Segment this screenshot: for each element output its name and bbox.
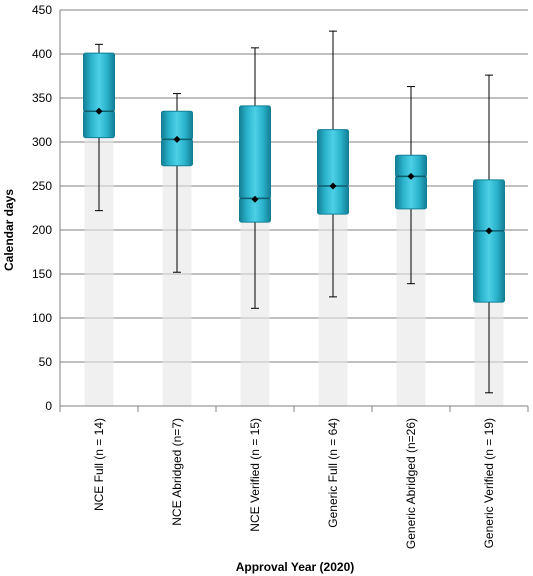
mean-marker [95, 107, 103, 115]
x-tick-label: NCE Abridged (n=7) [170, 418, 184, 526]
y-tick-label: 400 [32, 47, 52, 61]
box-lower [317, 185, 349, 215]
box-upper [239, 105, 271, 199]
gridlines [60, 9, 528, 363]
mean-marker [329, 182, 337, 190]
mean-marker [485, 227, 493, 235]
y-tick-label: 200 [32, 223, 52, 237]
x-tick-labels: NCE Full (n = 14) NCE Abridged (n=7) NCE V… [92, 418, 496, 549]
box-5 [473, 74, 505, 394]
box-0 [83, 43, 115, 212]
box-lower [395, 175, 427, 210]
box-4 [395, 86, 427, 285]
box-lower [161, 138, 193, 167]
y-axis-title: Calendar days [2, 189, 16, 271]
mean-marker [407, 172, 415, 180]
mean-marker [173, 135, 181, 143]
box-2 [239, 47, 271, 309]
x-tick-label: NCE Full (n = 14) [92, 418, 106, 511]
box-upper [161, 110, 193, 140]
box-3 [317, 30, 349, 298]
box-shadows [84, 137, 504, 406]
y-tick-label: 250 [32, 179, 52, 193]
box-upper [317, 129, 349, 187]
boxes [83, 30, 505, 394]
x-tick-label: Generic Full (n = 64) [326, 418, 340, 528]
box-lower [83, 110, 115, 139]
box-lower [473, 230, 505, 303]
y-tick-label: 350 [32, 91, 52, 105]
y-tick-label: 450 [32, 3, 52, 17]
x-tick-label: Generic Verified (n = 19) [482, 418, 496, 548]
x-tick-label: NCE Verified (n = 15) [248, 418, 262, 532]
y-tick-labels: 0 50 100 150 200 250 300 350 400 450 [32, 3, 52, 413]
box-upper [473, 179, 505, 232]
y-tick-label: 100 [32, 311, 52, 325]
box-1 [161, 93, 193, 273]
box-upper [83, 52, 115, 112]
axes [59, 10, 529, 412]
y-tick-label: 0 [45, 399, 52, 413]
y-tick-label: 300 [32, 135, 52, 149]
x-axis-title: Approval Year (2020) [236, 560, 355, 574]
mean-marker [251, 195, 259, 203]
y-tick-label: 50 [39, 355, 53, 369]
y-tick-label: 150 [32, 267, 52, 281]
x-tick-label: Generic Abridged (n=26) [404, 418, 418, 549]
